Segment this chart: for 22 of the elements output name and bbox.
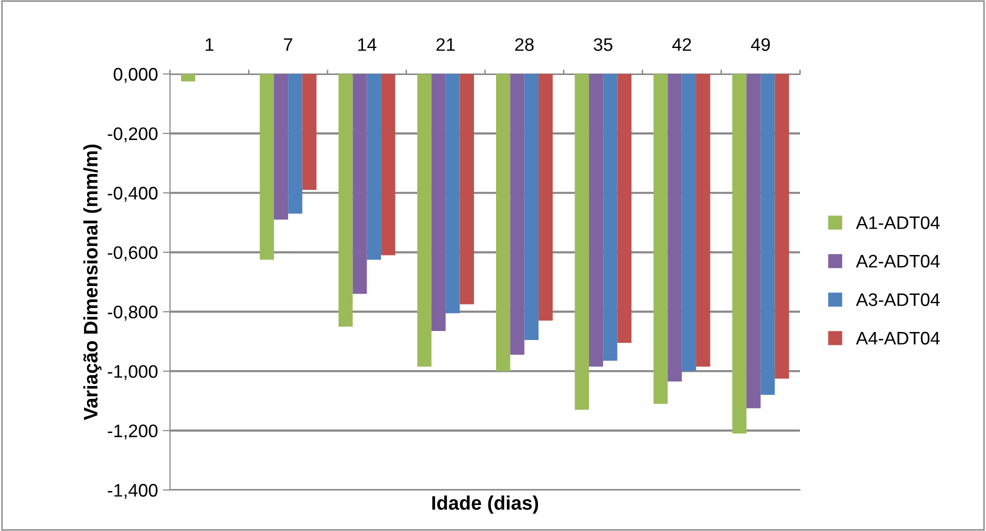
y-tick-label: -1,000 <box>108 365 158 380</box>
x-axis-title: Idade (dias) <box>432 496 538 514</box>
y-tick-label: 0,000 <box>114 68 158 83</box>
x-tick-label: 49 <box>751 38 770 51</box>
y-tick-label: -0,200 <box>108 127 158 142</box>
legend-label: A1-ADT04 <box>856 216 940 230</box>
legend-label: A4-ADT04 <box>856 332 940 345</box>
y-tick-label: -0,600 <box>108 246 158 262</box>
legend-label: A2-ADT04 <box>856 254 940 268</box>
x-tick-label: 1 <box>206 38 214 51</box>
legend-label: A3-ADT04 <box>856 293 940 306</box>
x-tick-label: 21 <box>436 38 455 51</box>
x-tick-label: 35 <box>594 38 612 51</box>
y-tick-label: -1,200 <box>108 424 158 440</box>
y-tick-label: -0,400 <box>108 186 158 202</box>
y-tick-label: -0,800 <box>108 306 158 321</box>
y-tick-label: -1,400 <box>108 484 158 499</box>
x-tick-label: 42 <box>672 38 692 51</box>
y-axis-title: Variação Dimensional (mm/m) <box>83 144 102 420</box>
x-tick-label: 28 <box>515 38 534 51</box>
x-tick-label: 7 <box>284 38 292 51</box>
x-tick-label: 14 <box>358 38 376 51</box>
